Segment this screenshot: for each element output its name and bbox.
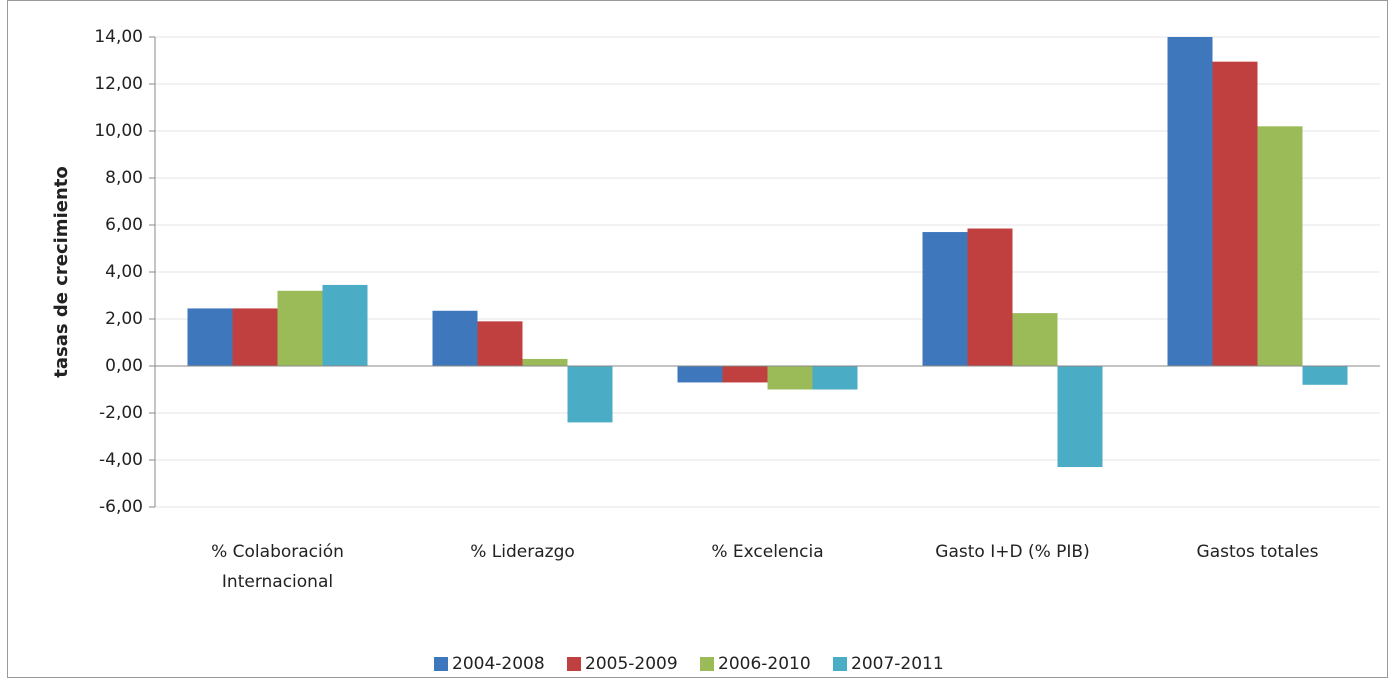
x-label-box: Gasto I+D (% PIB) xyxy=(935,542,1090,562)
y-tick-label: 10,00 xyxy=(94,121,143,141)
bar xyxy=(1012,313,1058,366)
y-tick-label: 12,00 xyxy=(94,74,143,94)
legend-swatch xyxy=(567,657,581,671)
y-tick-label: 0,00 xyxy=(105,356,143,376)
bar xyxy=(567,366,613,423)
bar xyxy=(1212,61,1258,367)
y-tick-label: 14,00 xyxy=(94,27,143,47)
x-tick-label: Gastos totales xyxy=(1196,542,1319,562)
y-tick-label: 2,00 xyxy=(105,309,143,329)
y-tick-label: 6,00 xyxy=(105,215,143,235)
bar xyxy=(922,232,968,366)
legend-swatch xyxy=(833,657,847,671)
y-tick-label: -6,00 xyxy=(99,497,143,517)
x-tick-label: Gasto I+D (% PIB) xyxy=(935,542,1090,562)
bar xyxy=(277,290,323,366)
x-label-box: % Liderazgo xyxy=(470,542,575,562)
bar xyxy=(1302,366,1348,385)
bar xyxy=(477,321,523,366)
legend-label: 2006-2010 xyxy=(718,654,811,674)
bar xyxy=(677,366,723,383)
legend-label: 2004-2008 xyxy=(452,654,545,674)
x-tick-label: % Liderazgo xyxy=(470,542,575,562)
bar xyxy=(432,310,478,366)
bar xyxy=(522,358,568,366)
legend-label: 2005-2009 xyxy=(585,654,678,674)
x-label-box: % Colaboración Internacional xyxy=(211,542,344,592)
y-tick-label: 8,00 xyxy=(105,168,143,188)
y-tick-label: -4,00 xyxy=(99,450,143,470)
y-tick-label: -2,00 xyxy=(99,403,143,423)
bar xyxy=(1257,126,1303,366)
bar xyxy=(1057,366,1103,468)
bar xyxy=(967,228,1013,366)
bar xyxy=(1167,37,1213,366)
x-tick-label: % Excelencia xyxy=(711,542,824,562)
legend-swatch xyxy=(700,657,714,671)
bar xyxy=(812,366,858,390)
y-axis-title: tasas de crecimiento xyxy=(51,166,72,377)
bar xyxy=(722,366,768,383)
y-tick-label: 4,00 xyxy=(105,262,143,282)
legend-label: 2007-2011 xyxy=(851,654,944,674)
bar xyxy=(767,366,813,390)
x-label-box: Gastos totales xyxy=(1196,542,1319,562)
bar xyxy=(187,308,233,366)
x-tick-label: % Colaboración Internacional xyxy=(211,542,344,592)
legend-swatch xyxy=(434,657,448,671)
x-label-box: % Excelencia xyxy=(711,542,824,562)
bar xyxy=(322,284,368,366)
bar xyxy=(232,308,278,366)
